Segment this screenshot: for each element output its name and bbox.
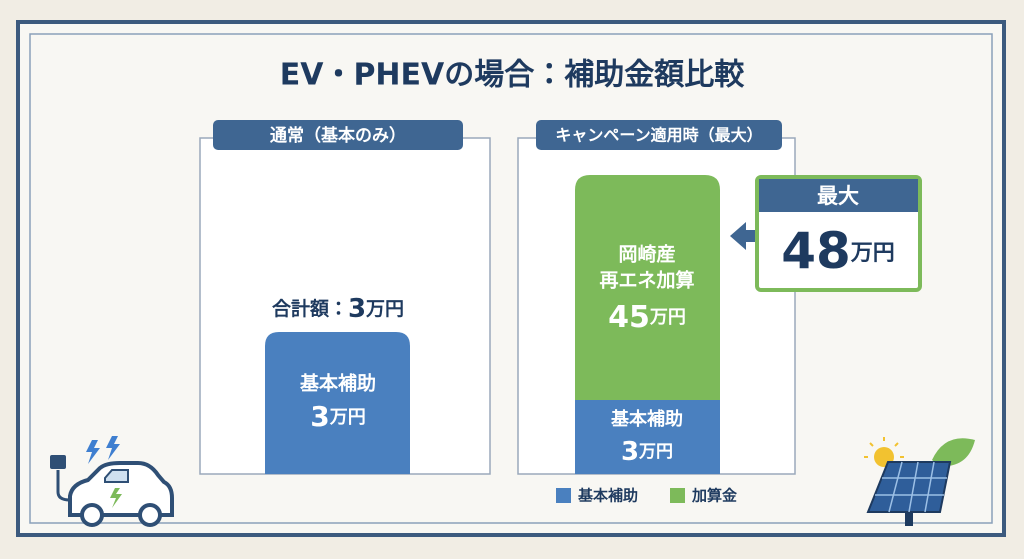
- amount: 3: [621, 437, 639, 467]
- car-icon: [50, 436, 174, 527]
- segment-amount: 3万円: [310, 400, 365, 433]
- legend-swatch: [556, 488, 571, 503]
- solar-icon: [864, 437, 975, 526]
- callout-amount: 48万円: [781, 222, 895, 280]
- unit: 万円: [329, 407, 366, 428]
- segment-label: 基本補助: [299, 372, 376, 395]
- segment-label: 再エネ加算: [599, 269, 694, 292]
- total-label: 合計額：: [272, 297, 348, 320]
- total-text: 合計額：3万円: [272, 294, 404, 324]
- segment-label: 基本補助: [610, 408, 683, 430]
- segment-amount: 45万円: [608, 300, 686, 335]
- panel-header-text: 通常（基本のみ）: [270, 125, 406, 146]
- callout-arrow: [730, 222, 762, 250]
- total-amount: 3: [348, 294, 366, 324]
- total-unit: 万円: [365, 298, 404, 320]
- callout-label: 最大: [817, 184, 859, 208]
- unit: 万円: [649, 307, 686, 328]
- segment-amount: 3万円: [621, 437, 673, 467]
- base-bar: [265, 332, 410, 474]
- amount: 3: [310, 400, 329, 433]
- amount: 48: [781, 222, 851, 280]
- panel-header: [536, 120, 782, 150]
- panel-header-text: キャンペーン適用時（最大）: [555, 126, 762, 145]
- legend-swatch: [670, 488, 685, 503]
- amount: 45: [608, 300, 650, 335]
- legend-label: 基本補助: [577, 487, 638, 505]
- legend-label: 加算金: [691, 487, 738, 505]
- callout-header: [759, 179, 918, 212]
- title: EV・PHEVの場合：補助金額比較: [280, 58, 746, 93]
- added-bar: [575, 175, 720, 400]
- unit: 万円: [850, 241, 895, 266]
- panel-header: [213, 120, 463, 150]
- unit: 万円: [638, 442, 673, 462]
- base-bar: [575, 400, 720, 474]
- inner-frame: [29, 33, 993, 524]
- segment-label: 岡崎産: [618, 243, 675, 266]
